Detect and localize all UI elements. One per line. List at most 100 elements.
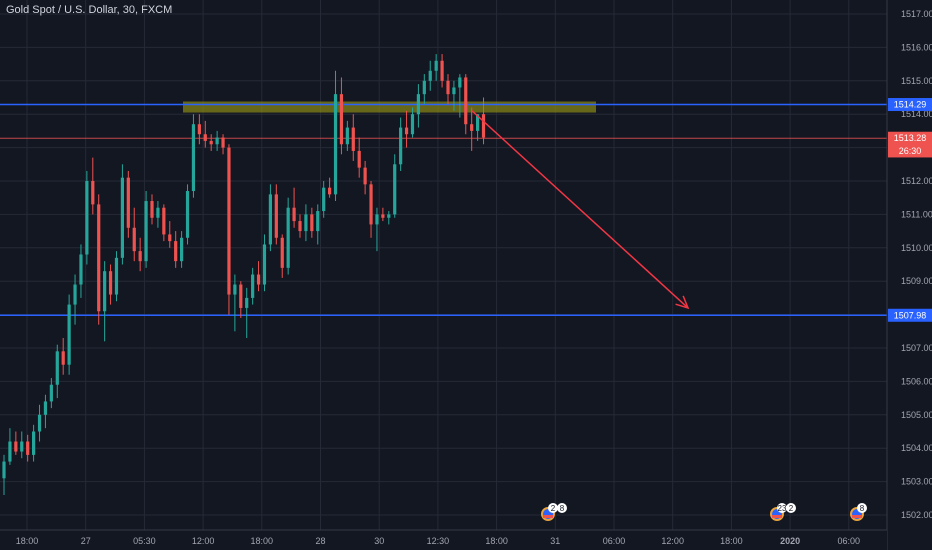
- flag-stripe: [543, 515, 553, 518]
- candle-body: [339, 94, 344, 145]
- candle-body: [114, 257, 119, 295]
- candle-body: [43, 401, 48, 415]
- candle-body: [79, 254, 83, 285]
- price-tick-label: 1515.00: [901, 76, 932, 86]
- candle-body: [274, 194, 278, 238]
- time-tick-label: 12:30: [427, 536, 450, 546]
- candle-body: [108, 271, 113, 295]
- candle-body: [20, 441, 24, 452]
- candle-body: [37, 414, 42, 432]
- candle-body: [322, 187, 326, 212]
- event-marker[interactable]: 8: [850, 503, 867, 521]
- candle-body: [470, 124, 474, 131]
- time-axis-panel[interactable]: [0, 530, 887, 550]
- candle-body: [458, 77, 462, 88]
- price-axis: 1517.001516.001515.001514.001513.001512.…: [901, 9, 932, 520]
- time-tick-label: 30: [374, 536, 384, 546]
- time-tick-label: 2020: [780, 536, 800, 546]
- candle-body: [126, 177, 130, 228]
- candle-body: [221, 137, 225, 148]
- candle-body: [446, 80, 450, 95]
- candle-body: [369, 184, 373, 225]
- price-tick-label: 1510.00: [901, 243, 932, 253]
- time-tick-label: 18:00: [720, 536, 743, 546]
- candle-body: [32, 431, 36, 455]
- event-count: 8: [560, 504, 565, 513]
- price-tag-bg: [888, 308, 932, 322]
- candle-body: [363, 167, 367, 185]
- candle-body: [91, 181, 95, 205]
- event-marker[interactable]: 23 2: [770, 503, 796, 521]
- price-axis-panel[interactable]: [887, 0, 932, 550]
- price-tick-label: 1503.00: [901, 477, 932, 487]
- candle-body: [476, 114, 480, 131]
- candle-body: [440, 60, 444, 81]
- candle-body: [162, 207, 166, 235]
- time-tick-label: 18:00: [16, 536, 39, 546]
- price-tick-label: 1504.00: [901, 443, 932, 453]
- candle-body: [203, 134, 207, 141]
- chart-title: Gold Spot / U.S. Dollar, 30, FXCM: [6, 4, 173, 16]
- price-tag: 1507.98: [888, 308, 932, 322]
- price-tag-text: 1507.98: [894, 310, 927, 320]
- candle-body: [375, 214, 379, 225]
- time-tick-label: 28: [315, 536, 325, 546]
- candle-body: [434, 60, 438, 71]
- candle-body: [85, 181, 89, 255]
- candle-body: [262, 244, 267, 285]
- time-axis: 18:00 27 05:30 12:00 18:00 28 30 12:30 18:00 31 06…: [16, 536, 860, 546]
- candle-body: [138, 251, 142, 262]
- time-tick-label: 05:30: [133, 536, 156, 546]
- candle-body: [310, 214, 314, 232]
- candle-body: [286, 207, 290, 268]
- price-tag-bg: [888, 98, 932, 112]
- price-tag: 26:30: [888, 144, 932, 158]
- candle-body: [393, 164, 397, 215]
- resistance-zone[interactable]: [183, 101, 596, 113]
- candle-body: [61, 351, 65, 365]
- candle-body: [185, 191, 190, 238]
- candle-body: [239, 284, 243, 308]
- candle-body: [233, 284, 237, 295]
- time-tick-label: 18:00: [485, 536, 508, 546]
- candle-body: [328, 187, 332, 195]
- candle-body: [227, 147, 231, 295]
- candle-body: [156, 207, 160, 218]
- price-tag: 1514.29: [888, 98, 932, 112]
- candle-body: [168, 234, 172, 242]
- candle-body: [399, 127, 403, 165]
- price-tick-label: 1512.00: [901, 176, 932, 186]
- candle-body: [209, 140, 213, 145]
- price-axis-labels: 1514.29 1513.28 26:30 1507.98: [888, 98, 932, 322]
- price-tick-label: 1502.00: [901, 510, 932, 520]
- event-badge: [777, 503, 787, 513]
- candle-body: [316, 211, 320, 232]
- price-tick-label: 1509.00: [901, 276, 932, 286]
- event-badge: [548, 503, 558, 513]
- flag-stripe: [772, 515, 782, 518]
- candle-body: [8, 441, 12, 462]
- price-tag-text: 1513.28: [894, 133, 927, 143]
- time-tick-label: 27: [81, 536, 91, 546]
- candle-body: [428, 70, 432, 81]
- candle-body: [2, 461, 6, 479]
- projection-arrow[interactable]: [471, 110, 690, 310]
- candle-body: [381, 214, 385, 218]
- economic-events: 2 8 23 2 8: [541, 503, 867, 521]
- event-count: 2: [789, 504, 794, 513]
- price-tag-text: 26:30: [899, 146, 922, 156]
- time-tick-label: 06:00: [838, 536, 861, 546]
- event-label: 23: [778, 504, 787, 513]
- candle-body: [481, 114, 486, 138]
- arrow-line[interactable]: [471, 110, 689, 309]
- price-tick-label: 1505.00: [901, 410, 932, 420]
- candle-body: [251, 274, 255, 298]
- price-tick-label: 1514.00: [901, 109, 932, 119]
- candle-body: [144, 201, 148, 262]
- candle-body: [464, 77, 468, 125]
- arrow-head: [675, 295, 690, 310]
- price-tick-label: 1511.00: [901, 209, 932, 219]
- time-tick-label: 06:00: [603, 536, 626, 546]
